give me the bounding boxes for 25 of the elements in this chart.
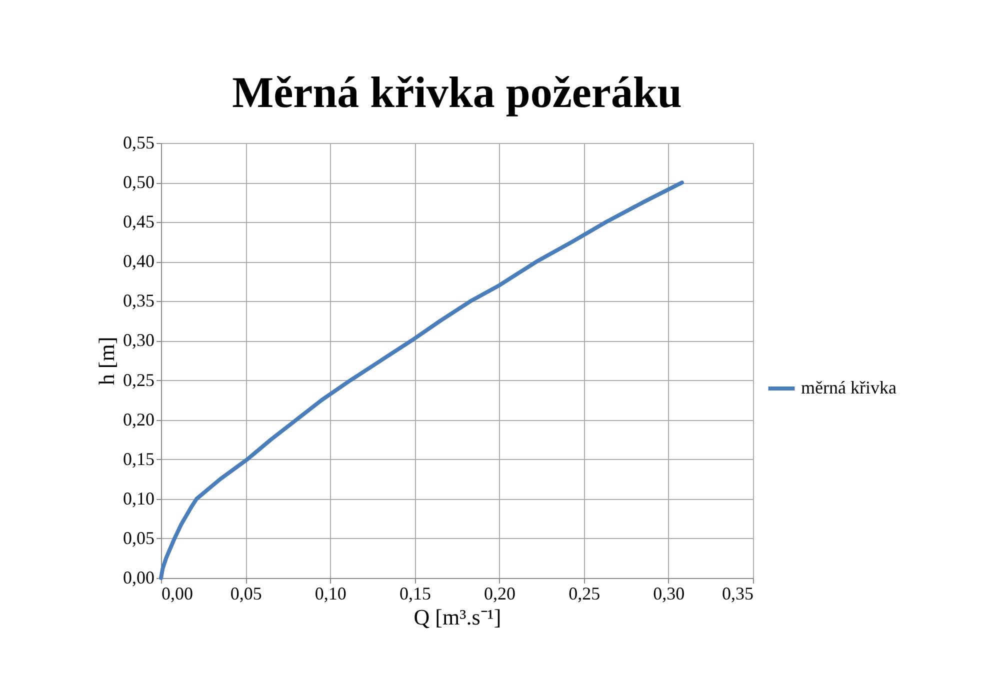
- y-tick-label: 0,30: [123, 330, 154, 350]
- y-tick-label: 0,40: [123, 251, 154, 272]
- x-tick-label: 0,10: [314, 584, 346, 604]
- y-tick-label: 0,50: [123, 172, 154, 192]
- x-axis-title: Q [m³.s⁻¹]: [414, 604, 502, 630]
- y-axis-title: h [m]: [94, 336, 119, 386]
- y-tick-label: 0,25: [123, 370, 154, 390]
- x-tick-label: 0,15: [399, 584, 431, 604]
- x-tick-label: 0,05: [230, 584, 262, 604]
- y-tick-label: 0,00: [123, 568, 154, 588]
- legend-label: měrná křivka: [801, 378, 896, 398]
- x-tick-label: 0,25: [568, 584, 600, 604]
- chart-title: Měrná křivka požeráku: [232, 68, 682, 117]
- line-series: [159, 180, 684, 580]
- y-tick-label: 0,10: [123, 488, 154, 508]
- x-tick-label: 0,35: [722, 584, 754, 604]
- y-tick-label: 0,20: [123, 409, 154, 430]
- x-tick-label: 0,20: [484, 584, 516, 604]
- y-tick-label: 0,45: [123, 212, 154, 232]
- y-tick-label: 0,55: [123, 132, 154, 152]
- y-tick-label: 0,15: [123, 448, 154, 469]
- x-tick-label: 0,00: [162, 584, 193, 604]
- x-tick-label: 0,30: [653, 584, 685, 604]
- y-tick-label: 0,35: [123, 290, 154, 311]
- y-tick-label: 0,05: [123, 528, 154, 548]
